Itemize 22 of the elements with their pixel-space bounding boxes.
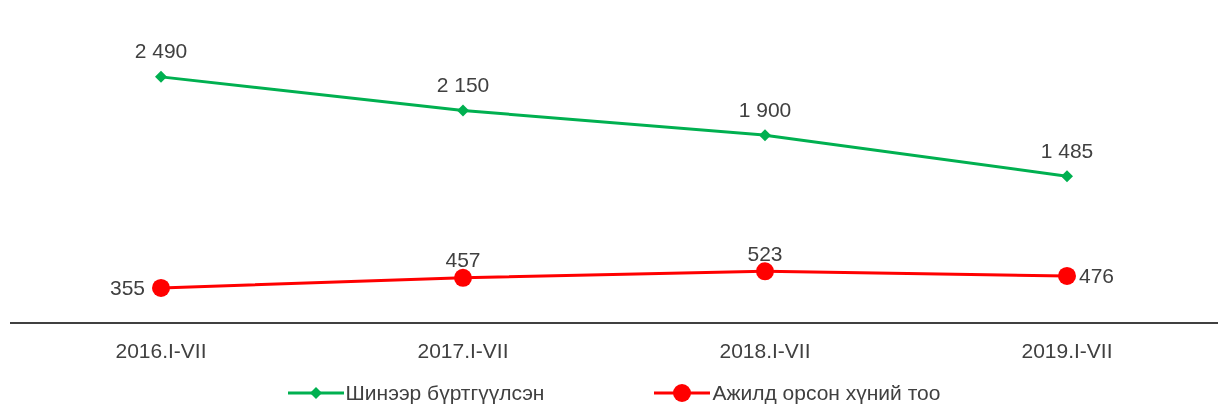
data-label: 457 [445,248,481,272]
data-label: 2 490 [134,39,188,63]
point [756,262,774,281]
point [155,70,167,83]
point [1061,170,1073,183]
point [454,268,472,287]
x-tick-label: 2017.I-VII [417,338,509,362]
data-label: 2 150 [436,72,490,96]
data-label: 1 900 [738,97,792,121]
x-tick-label: 2016.I-VII [115,338,207,362]
point [152,278,170,297]
point [759,129,771,142]
x-tick-label: 2019.I-VII [1021,338,1113,362]
data-label: 523 [747,241,783,265]
legend-label: Шинээр бүртгүүлсэн [344,381,545,405]
point [457,104,469,117]
legend-label: Ажилд орсон хүний тоо [711,381,941,405]
data-label: 1 485 [1040,138,1094,162]
x-tick-label: 2018.I-VII [719,338,811,362]
point [1058,266,1076,285]
data-label: 355 [109,276,145,300]
data-label: 476 [1079,264,1115,288]
